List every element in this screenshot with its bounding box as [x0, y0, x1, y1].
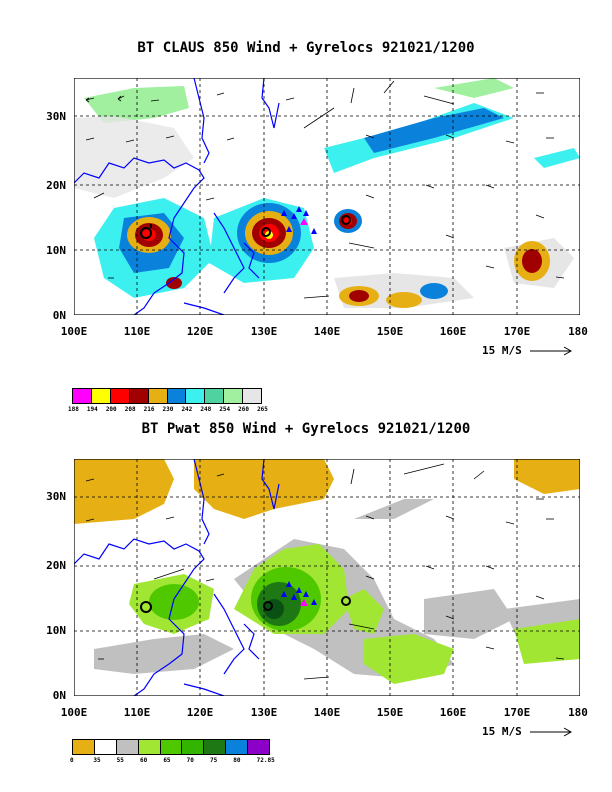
colorbar-swatch: [73, 389, 92, 403]
bottom-scale-label: 15 M/S: [482, 725, 522, 738]
bottom-pwat-shading: [74, 459, 580, 684]
colorbar-tick: 265: [257, 406, 268, 413]
colorbar-tick: 254: [219, 406, 231, 413]
top-coastline: [74, 78, 280, 315]
bottom-panel-title: BT Pwat 850 Wind + Gyrelocs 921021/1200: [141, 421, 471, 437]
colorbar-tick: 0: [70, 757, 74, 764]
bottom-lon-label: 110E: [123, 706, 151, 719]
colorbar-tick: 248: [200, 406, 212, 413]
colorbar-swatch: [110, 389, 130, 403]
colorbar-swatch: [167, 389, 187, 403]
colorbar-swatch: [148, 389, 168, 403]
top-lon-label: 120E: [186, 325, 214, 338]
bottom-gyre-markers: [281, 581, 317, 606]
bottom-scale-arrow-icon: [530, 727, 573, 737]
colorbar-tick: 230: [162, 406, 174, 413]
bottom-typhoon-symbols: [140, 596, 351, 614]
colorbar-swatch: [73, 740, 95, 754]
colorbar-tick: 194: [86, 406, 98, 413]
colorbar-tick: 208: [124, 406, 136, 413]
top-lon-label: 160E: [439, 325, 467, 338]
top-lat-label: 10N: [46, 244, 66, 257]
colorbar-tick: 242: [181, 406, 193, 413]
bottom-lat-label: 10N: [46, 624, 66, 637]
top-panel-title: BT CLAUS 850 Wind + Gyrelocs 921021/1200: [137, 40, 475, 56]
colorbar-swatch: [182, 740, 205, 754]
top-lon-label: 110E: [123, 325, 151, 338]
bottom-lat-label: 20N: [46, 559, 66, 572]
top-lon-label: 130E: [250, 325, 278, 338]
bottom-lon-label: 120E: [186, 706, 214, 719]
colorbar-swatch: [243, 389, 262, 403]
bottom-lon-label: 140E: [313, 706, 341, 719]
colorbar-swatch: [91, 389, 111, 403]
bottom-coastline: [74, 459, 280, 696]
bottom-lon-label: 150E: [376, 706, 404, 719]
colorbar-swatch: [205, 389, 225, 403]
colorbar-swatch: [94, 740, 117, 754]
colorbar-tick: 65: [163, 757, 171, 764]
top-lat-label: 20N: [46, 179, 66, 192]
bottom-grid: [74, 459, 580, 696]
top-map: [74, 78, 580, 315]
colorbar-tick: 80: [233, 757, 241, 764]
colorbar-tick: 60: [139, 757, 148, 764]
top-wind-arrows: [85, 80, 565, 299]
bottom-wind-arrows: [85, 463, 565, 680]
top-lon-label: 100E: [60, 325, 88, 338]
bottom-colorbar: [72, 739, 270, 755]
colorbar-tick: 200: [105, 406, 117, 413]
colorbar-tick: 75: [209, 757, 218, 764]
typhoon-symbols: [140, 215, 351, 240]
top-scale-label: 15 M/S: [482, 344, 522, 357]
top-lon-label: 180: [568, 325, 588, 338]
bottom-colorbar-ticks: 0 35 55 60 65 70 75 80 72.85: [70, 757, 280, 764]
top-cloud-shading: [74, 78, 580, 308]
top-lon-label: 150E: [376, 325, 404, 338]
colorbar-swatch: [224, 389, 244, 403]
top-gyre-markers: [281, 206, 317, 234]
colorbar-swatch: [138, 740, 161, 754]
colorbar-tick: 260: [238, 406, 249, 413]
bottom-lat-label: 0N: [52, 689, 66, 702]
top-grid: [74, 78, 580, 315]
bottom-lon-label: 170E: [503, 706, 531, 719]
top-scale-arrow-icon: [530, 346, 573, 356]
top-colorbar-ticks: 188 194 200 208 216 230 242 248 254 260 …: [68, 406, 276, 413]
colorbar-swatch: [129, 389, 149, 403]
top-lon-label: 140E: [313, 325, 341, 338]
colorbar-tick: 70: [186, 757, 194, 764]
colorbar-tick: 55: [116, 757, 124, 764]
colorbar-swatch: [116, 740, 139, 754]
colorbar-swatch: [226, 740, 249, 754]
bottom-lon-label: 160E: [439, 706, 467, 719]
colorbar-swatch: [248, 740, 270, 754]
colorbar-swatch: [186, 389, 206, 403]
bottom-lon-label: 180: [568, 706, 588, 719]
colorbar-tick: 188: [68, 406, 79, 413]
colorbar-tick: 216: [143, 406, 155, 413]
colorbar-swatch: [204, 740, 227, 754]
bottom-lon-label: 100E: [60, 706, 88, 719]
top-lat-label: 0N: [52, 309, 66, 322]
top-lon-label: 170E: [503, 325, 531, 338]
bottom-map: [74, 459, 580, 696]
top-colorbar: [72, 388, 262, 404]
colorbar-swatch: [160, 740, 183, 754]
bottom-lon-label: 130E: [250, 706, 278, 719]
colorbar-tick: 35: [93, 757, 101, 764]
top-lat-label: 30N: [46, 110, 66, 123]
colorbar-tick: 72.85: [256, 757, 275, 764]
bottom-lat-label: 30N: [46, 490, 66, 503]
